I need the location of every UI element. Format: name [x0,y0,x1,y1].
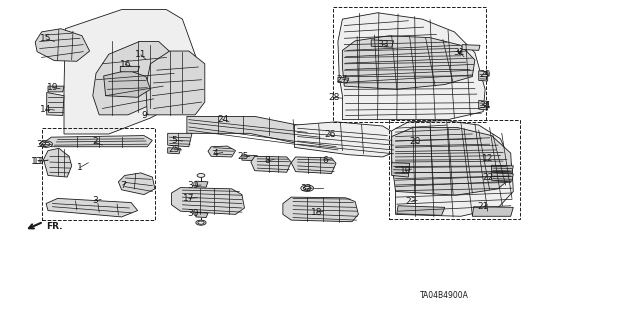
Polygon shape [342,36,475,89]
Text: 16: 16 [120,60,131,69]
Text: 21: 21 [477,202,489,211]
Text: 8: 8 [265,156,270,165]
Polygon shape [251,156,291,172]
Text: 1: 1 [77,163,83,172]
Text: 6: 6 [323,156,328,165]
Text: 22: 22 [482,173,493,182]
Polygon shape [146,51,205,115]
Polygon shape [93,41,176,115]
Polygon shape [462,45,480,50]
Polygon shape [392,121,513,216]
Polygon shape [104,70,150,97]
Text: 5: 5 [172,136,177,145]
Text: 29: 29 [479,70,491,78]
Text: 33: 33 [377,40,388,48]
Text: 25: 25 [237,152,249,161]
Text: 15: 15 [40,34,52,43]
Polygon shape [492,173,513,181]
Circle shape [197,174,205,177]
Text: 31: 31 [454,48,465,57]
Circle shape [301,185,314,191]
Polygon shape [48,86,64,92]
Polygon shape [291,157,336,174]
Polygon shape [242,155,257,161]
Text: 13: 13 [33,157,44,166]
Text: 7: 7 [120,181,125,189]
Polygon shape [44,148,72,177]
Polygon shape [196,212,208,218]
Text: 2: 2 [92,137,97,146]
Text: 13: 13 [31,157,42,166]
Text: 25: 25 [168,145,180,154]
Polygon shape [118,173,155,195]
Text: 28: 28 [328,93,340,102]
Polygon shape [338,13,485,120]
Text: 32: 32 [36,140,47,149]
Text: 24: 24 [217,115,228,124]
Polygon shape [196,181,208,187]
Text: 18: 18 [311,208,323,217]
Text: 32: 32 [300,184,312,193]
Text: 4: 4 [212,149,218,158]
Polygon shape [338,77,349,83]
Polygon shape [187,116,342,152]
Bar [389,120,520,219]
Text: 11: 11 [135,50,147,59]
Polygon shape [35,29,90,61]
Polygon shape [371,40,394,47]
Polygon shape [120,66,140,72]
Polygon shape [64,10,198,134]
Polygon shape [208,146,236,157]
Polygon shape [294,122,397,157]
Text: 34: 34 [479,101,491,110]
Polygon shape [283,197,358,222]
Text: 10: 10 [400,166,412,175]
Text: 9: 9 [141,111,147,120]
Polygon shape [46,198,138,217]
Polygon shape [472,207,513,216]
Text: 30: 30 [188,209,199,218]
Circle shape [196,220,206,225]
Polygon shape [397,206,445,215]
Polygon shape [168,148,180,154]
Polygon shape [479,71,488,81]
Polygon shape [47,93,64,115]
Text: 27: 27 [337,75,348,84]
Polygon shape [392,163,410,177]
Polygon shape [46,136,152,147]
Text: 12: 12 [482,154,493,163]
Text: 23: 23 [405,197,417,206]
Text: TA04B4900A: TA04B4900A [420,291,469,300]
Text: 14: 14 [40,105,52,114]
Polygon shape [492,165,513,173]
Polygon shape [168,133,192,147]
Text: 30: 30 [188,181,199,190]
Text: 19: 19 [47,83,58,92]
Text: 17: 17 [183,194,195,203]
Text: 26: 26 [324,130,335,139]
Polygon shape [479,100,488,110]
Bar [42,128,155,220]
Circle shape [40,141,52,147]
Bar [333,7,486,122]
Polygon shape [392,128,512,195]
Text: FR.: FR. [46,222,63,231]
Polygon shape [172,188,244,214]
Text: 20: 20 [409,137,420,146]
Text: 3: 3 [92,197,97,205]
